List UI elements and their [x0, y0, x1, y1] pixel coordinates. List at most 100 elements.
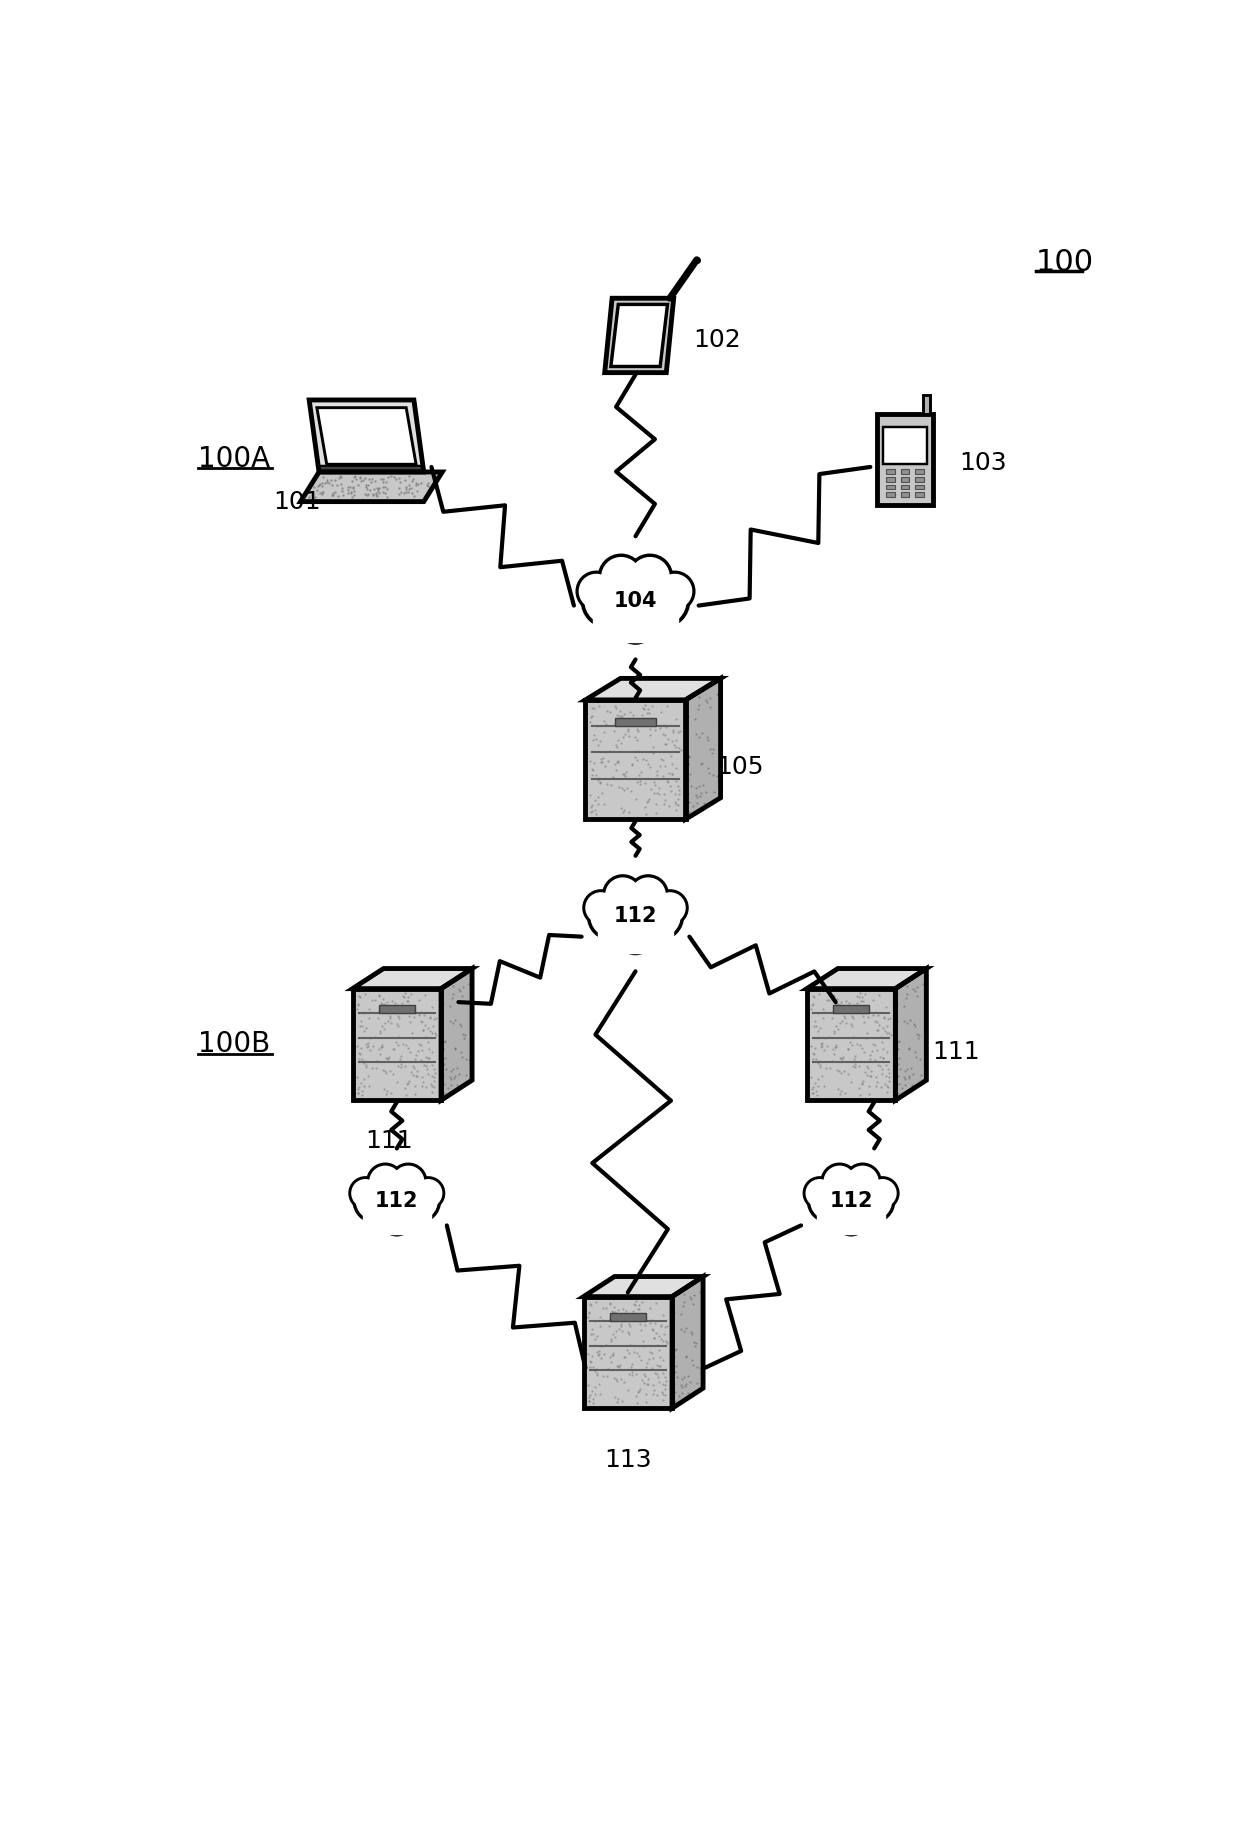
Circle shape	[605, 884, 666, 943]
Bar	[887, 493, 895, 496]
Circle shape	[656, 573, 693, 610]
Circle shape	[631, 557, 670, 596]
Bar	[900, 478, 909, 482]
Text: 100B: 100B	[198, 1031, 270, 1059]
Circle shape	[811, 1184, 847, 1219]
Polygon shape	[317, 465, 424, 472]
Circle shape	[399, 1182, 439, 1220]
Text: 100A: 100A	[198, 445, 270, 472]
Text: 112: 112	[374, 1191, 419, 1211]
Circle shape	[370, 1171, 424, 1226]
Bar	[915, 485, 924, 489]
Bar	[615, 719, 656, 726]
Bar	[900, 493, 909, 496]
Bar	[900, 485, 909, 489]
Circle shape	[620, 919, 651, 952]
Text: 111: 111	[366, 1129, 413, 1152]
Circle shape	[805, 1178, 835, 1208]
Polygon shape	[611, 305, 667, 366]
Polygon shape	[585, 678, 720, 700]
Bar	[900, 469, 909, 474]
Circle shape	[372, 1173, 422, 1224]
Polygon shape	[309, 401, 424, 472]
Bar	[817, 1208, 885, 1233]
Polygon shape	[686, 678, 720, 820]
Circle shape	[591, 897, 631, 937]
Text: 112: 112	[830, 1191, 873, 1211]
Text: 111: 111	[932, 1040, 980, 1064]
Circle shape	[823, 1165, 857, 1198]
Text: 103: 103	[959, 450, 1007, 474]
Circle shape	[370, 1167, 401, 1197]
Circle shape	[846, 1165, 879, 1198]
Bar	[915, 478, 924, 482]
Circle shape	[578, 573, 615, 610]
Circle shape	[853, 1182, 893, 1220]
Circle shape	[608, 886, 663, 941]
Circle shape	[631, 879, 665, 912]
Text: 105: 105	[717, 755, 764, 779]
Circle shape	[393, 1167, 424, 1197]
Circle shape	[618, 605, 653, 641]
Text: 104: 104	[614, 592, 657, 610]
Circle shape	[579, 575, 613, 608]
Circle shape	[640, 579, 686, 625]
Bar	[887, 485, 895, 489]
Polygon shape	[807, 989, 895, 1101]
Circle shape	[355, 1182, 394, 1220]
Circle shape	[589, 895, 634, 939]
Bar	[883, 428, 928, 463]
Circle shape	[825, 1167, 856, 1197]
Circle shape	[658, 575, 692, 608]
Circle shape	[606, 879, 640, 912]
Circle shape	[639, 577, 688, 627]
Polygon shape	[807, 969, 926, 989]
Circle shape	[604, 566, 667, 629]
Polygon shape	[584, 1296, 672, 1408]
Circle shape	[640, 897, 680, 937]
Circle shape	[414, 1180, 441, 1208]
Polygon shape	[584, 1277, 703, 1296]
Circle shape	[837, 1204, 866, 1233]
Polygon shape	[585, 700, 686, 820]
Circle shape	[869, 1180, 897, 1208]
Circle shape	[381, 1202, 413, 1233]
Polygon shape	[317, 408, 417, 465]
Circle shape	[637, 895, 682, 939]
Circle shape	[414, 1178, 443, 1208]
Polygon shape	[300, 472, 443, 502]
Bar	[915, 493, 924, 496]
Polygon shape	[672, 1277, 703, 1408]
Bar	[379, 1005, 414, 1013]
Text: 102: 102	[693, 327, 742, 351]
Polygon shape	[877, 414, 932, 505]
Polygon shape	[895, 969, 926, 1101]
Circle shape	[653, 891, 686, 925]
Bar	[923, 395, 930, 414]
Bar	[593, 610, 678, 641]
Circle shape	[810, 1182, 849, 1220]
Circle shape	[619, 919, 652, 952]
Circle shape	[357, 1184, 393, 1219]
Circle shape	[352, 1180, 379, 1208]
Circle shape	[600, 555, 642, 597]
Circle shape	[585, 891, 618, 925]
Circle shape	[382, 1204, 412, 1233]
Circle shape	[836, 1202, 867, 1233]
Circle shape	[587, 893, 616, 923]
Circle shape	[847, 1167, 878, 1197]
Bar	[833, 1005, 869, 1013]
Circle shape	[655, 893, 684, 923]
Polygon shape	[441, 969, 472, 1101]
Circle shape	[806, 1180, 833, 1208]
Bar	[887, 469, 895, 474]
Bar	[598, 925, 673, 952]
Circle shape	[601, 557, 640, 596]
Circle shape	[854, 1184, 892, 1219]
Polygon shape	[352, 969, 472, 989]
Circle shape	[401, 1184, 436, 1219]
Circle shape	[823, 1171, 878, 1226]
Circle shape	[585, 579, 631, 625]
Circle shape	[630, 877, 667, 913]
Circle shape	[601, 564, 670, 632]
